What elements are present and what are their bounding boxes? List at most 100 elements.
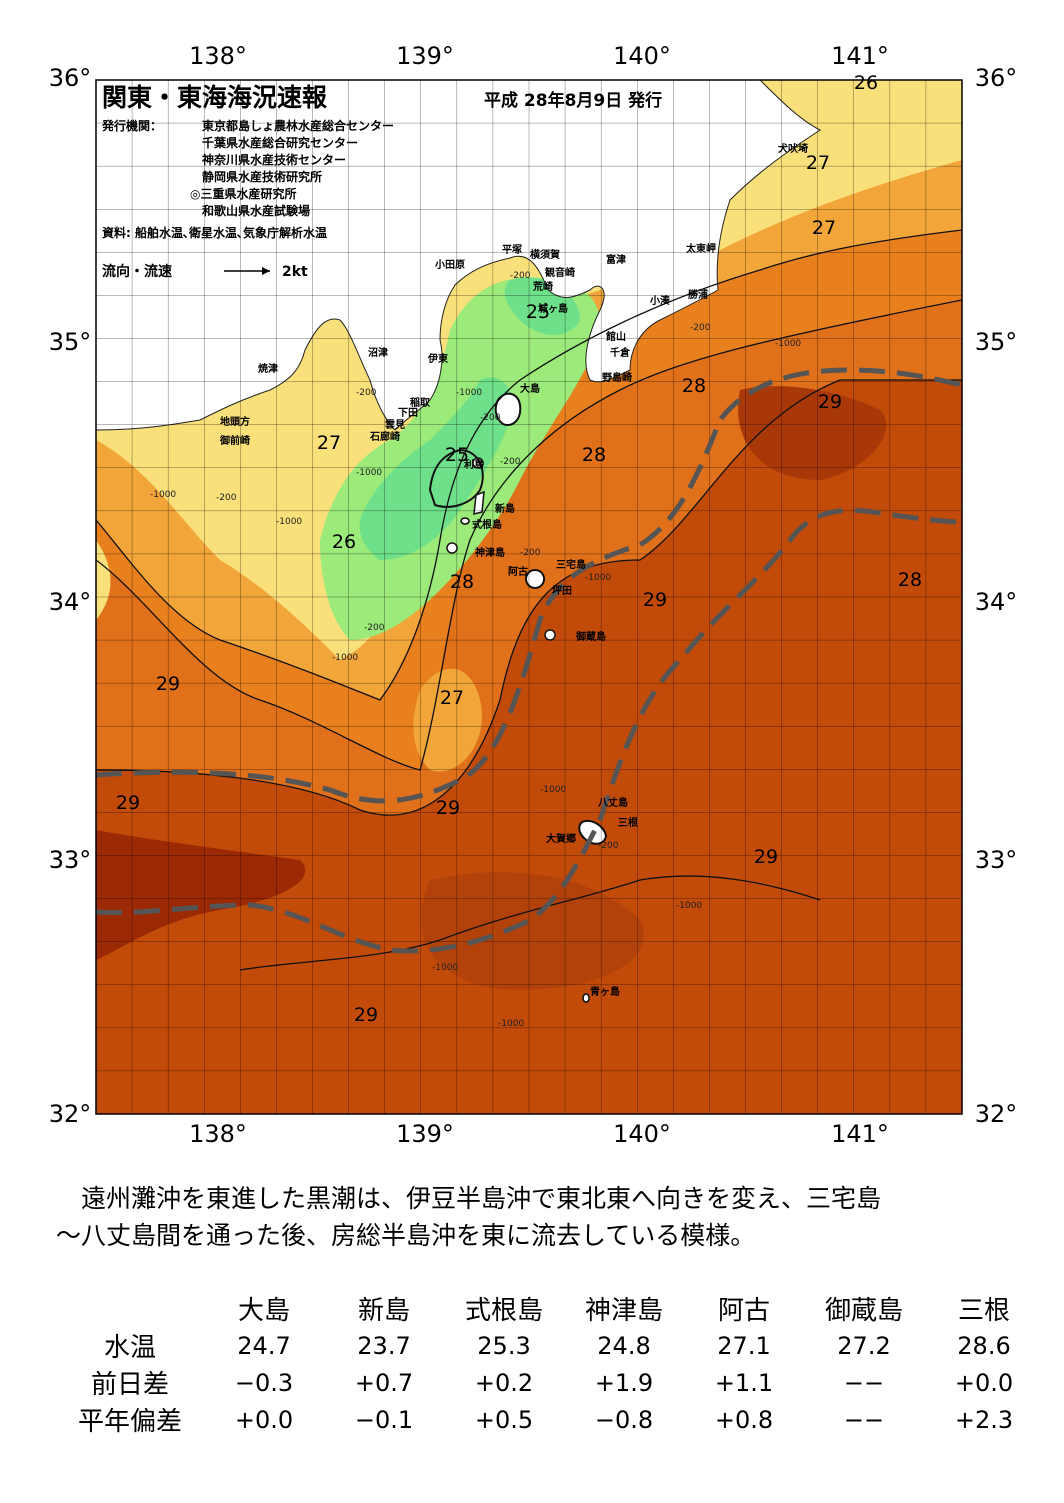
lat-label-36-left: 36° [49, 64, 92, 92]
place-label: 荒崎 [532, 280, 553, 293]
table-cell: 23.7 [357, 1331, 411, 1360]
isotherm-label: 29 [354, 1004, 378, 1026]
depth-label: -1000 [432, 963, 458, 973]
place-label: 小湊 [649, 294, 671, 307]
table-cell: +0.8 [714, 1405, 774, 1434]
publisher-5: 和歌山県水産試験場 [201, 203, 310, 218]
publisher-0: 東京都島しょ農林水産総合センター [202, 118, 394, 133]
col-mikurajima: 御蔵島 [824, 1296, 903, 1326]
lon-label-139-bottom: 139° [396, 1120, 454, 1148]
island-aogashima [582, 993, 590, 1003]
col-ako: 阿古 [717, 1296, 770, 1326]
place-label: 三根 [618, 816, 638, 829]
isotherm-label: 27 [440, 687, 464, 709]
place-label: 焼津 [258, 362, 278, 375]
publisher-label: 発行機関： [101, 118, 162, 133]
place-label: 八丈島 [597, 796, 628, 809]
area-t26-w [96, 540, 111, 620]
place-label: 御前崎 [219, 434, 250, 447]
table-cell: 28.6 [957, 1331, 1011, 1360]
place-label: 富津 [606, 253, 626, 266]
flow-legend-label: 流向・流速 [102, 263, 172, 280]
isotherm-label: 26 [854, 72, 878, 94]
land-honshu [96, 80, 821, 431]
depth-label: -200 [356, 388, 377, 398]
place-label: 青ヶ島 [590, 985, 620, 998]
table-cell: 24.8 [597, 1331, 651, 1360]
description-line-1: 遠州灘沖を東進した黒潮は、伊豆半島沖で東北東へ向きを変え、三宅島 [56, 1184, 882, 1213]
table-cell: −− [843, 1405, 885, 1434]
isotherm-lines [96, 229, 962, 971]
isotherm-label: 29 [436, 797, 460, 819]
island-oshima [494, 392, 522, 426]
table-cell: 24.7 [237, 1331, 291, 1360]
isotherm-28-line [96, 299, 962, 771]
col-niijima: 新島 [357, 1296, 410, 1326]
table-cell: −0.3 [234, 1368, 294, 1397]
lon-label-140-bottom: 140° [613, 1120, 671, 1148]
table-cell: −0.1 [354, 1405, 414, 1434]
island-kozushima [446, 542, 458, 554]
isotherm-label: 29 [754, 846, 778, 868]
axis-labels: 138° 139° 140° 141° 138° 139° 140° 141° … [49, 42, 1018, 1148]
place-label: 三宅島 [556, 558, 586, 571]
isotherm-29-south [239, 875, 821, 971]
isotherm-label: 29 [818, 391, 842, 413]
lon-label-141-top: 141° [831, 42, 889, 70]
area-t27-isle [413, 668, 482, 772]
place-label: 野島崎 [602, 371, 632, 384]
sea-temperature-map: 138° 139° 140° 141° 138° 139° 140° 141° … [49, 42, 1018, 1148]
depth-label: -1000 [276, 517, 302, 527]
isotherm-27-line [96, 229, 962, 701]
row-label: 前日差 [90, 1370, 169, 1400]
place-label: 新島 [495, 502, 515, 515]
map-header: 関東・東海海況速報 平成 28年8月9日 発行 発行機関： 東京都島しょ農林水産… [101, 83, 662, 280]
lon-label-138-bottom: 138° [189, 1120, 247, 1148]
isotherm-label: 27 [812, 217, 836, 239]
depth-label: -1000 [498, 1019, 524, 1029]
isotherm-labels: 25 25 26 26 27 27 27 27 28 28 28 28 29 29 29 29 29 29 29 [116, 72, 922, 1026]
table-cell: +1.9 [594, 1368, 654, 1397]
depth-label: -1000 [540, 785, 566, 795]
depth-label: -1000 [775, 339, 801, 349]
area-t29-plus-sw [96, 830, 306, 960]
place-label: 式根島 [472, 518, 502, 531]
table-row: 平年偏差 +0.0 −0.1 +0.5 −0.8 +0.8 −− +2.3 [56, 1401, 1044, 1438]
lat-label-35-right: 35° [975, 328, 1018, 356]
table-header-row: 大島 新島 式根島 神津島 阿古 御蔵島 三根 [56, 1290, 1044, 1327]
isotherm-label: 27 [806, 152, 830, 174]
table-row: 前日差 −0.3 +0.7 +0.2 +1.9 +1.1 −− +0.0 [56, 1364, 1044, 1401]
isotherm-label: 26 [332, 531, 356, 553]
publisher-1: 千葉県水産総合研究センター [202, 135, 358, 150]
flow-legend-arrowhead [262, 267, 270, 275]
lat-label-33-left: 33° [49, 846, 92, 874]
observation-table: 大島 新島 式根島 神津島 阿古 御蔵島 三根 水温 24.7 23.7 25.… [56, 1290, 1044, 1438]
depth-label: -1000 [456, 388, 482, 398]
depth-label: -200 [500, 457, 521, 467]
issue-date: 平成 28年8月9日 発行 [484, 90, 662, 111]
place-label: 利島 [464, 458, 484, 471]
lat-label-35-left: 35° [49, 328, 92, 356]
lat-label-32-right: 32° [975, 1100, 1018, 1128]
description: 遠州灘沖を東進した黒潮は、伊豆半島沖で東北東へ向きを変え、三宅島 ～八丈島間を通… [56, 1180, 1016, 1254]
place-label: 大賀郷 [546, 832, 576, 845]
island-niijima [473, 490, 485, 515]
data-source: 資料: 船舶水温､衛星水温､気象庁解析水温 [102, 225, 327, 240]
table-cell: +0.7 [354, 1368, 414, 1397]
table-cell: +0.5 [474, 1405, 534, 1434]
lon-label-140-top: 140° [613, 42, 671, 70]
depth-label: -200 [520, 548, 541, 558]
isotherm-label: 25 [526, 301, 550, 323]
place-label: 地頭方 [220, 415, 250, 428]
place-label: 下田 [398, 407, 418, 419]
kuroshio-axis [96, 367, 962, 804]
isotherm-25-line [428, 448, 484, 508]
place-label: 坪田 [552, 584, 572, 597]
map-frame [95, 79, 963, 1115]
col-kozushima: 神津島 [584, 1296, 663, 1326]
place-label: 平塚 [502, 243, 522, 256]
island-shikinejima [460, 517, 470, 525]
table-corner [56, 1290, 204, 1327]
place-label: 千倉 [610, 346, 631, 359]
isotherm-label: 25 [445, 444, 469, 466]
